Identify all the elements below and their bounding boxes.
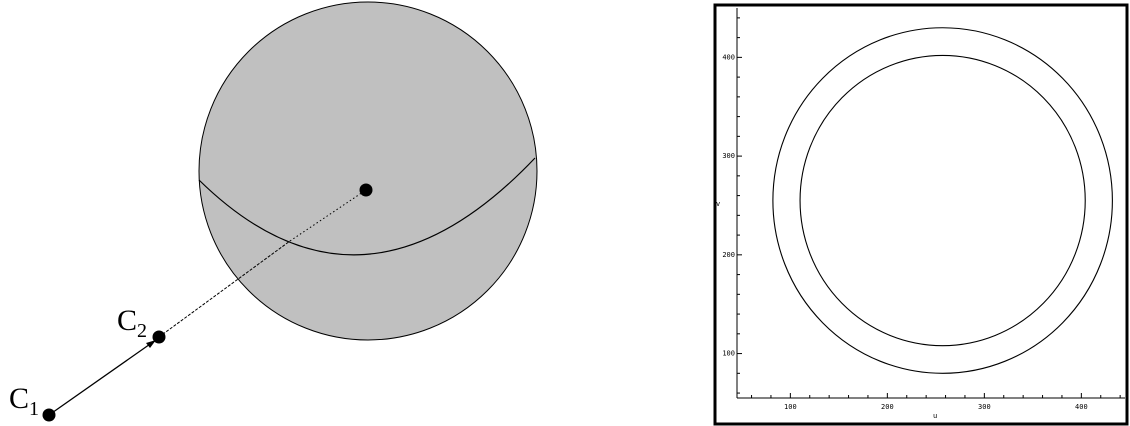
label-c2-letter: C <box>117 304 137 337</box>
sphere-center-point <box>359 183 373 197</box>
x-tick-label: 400 <box>1075 403 1088 411</box>
y-axis-label: v <box>716 200 720 208</box>
uv-plot: 100 200 300 400 100 200 300 400 u v <box>713 3 1129 426</box>
sphere-diagram: C1 C2 <box>9 1 538 422</box>
x-tick-label: 100 <box>784 403 797 411</box>
ray-dashed-outside <box>158 240 291 338</box>
label-c1-letter: C <box>9 382 29 415</box>
y-tick-label: 300 <box>722 152 735 160</box>
y-tick-label: 100 <box>722 350 735 358</box>
y-tick-label: 200 <box>722 251 735 259</box>
label-c1: C1 <box>9 382 39 420</box>
x-tick-label: 200 <box>881 403 894 411</box>
label-c2-subscript: 2 <box>137 320 147 342</box>
x-axis-label: u <box>933 412 937 420</box>
point-c1 <box>42 408 56 422</box>
label-c2: C2 <box>117 304 147 342</box>
sphere <box>198 1 538 341</box>
ray-dotted-inside <box>289 189 367 242</box>
series-layer <box>772 27 1113 374</box>
y-tick-labels: 100 200 300 400 <box>722 53 735 357</box>
outer-circle <box>772 27 1113 374</box>
label-c1-subscript: 1 <box>29 398 39 420</box>
x-tick-label: 300 <box>978 403 991 411</box>
y-ticks <box>737 17 742 394</box>
ray-arrow-c1-c2 <box>48 341 154 416</box>
x-tick-labels: 100 200 300 400 <box>784 403 1088 411</box>
arrowhead <box>146 340 156 348</box>
sphere-equator-arc <box>198 157 536 256</box>
x-ticks <box>751 393 1121 398</box>
plot-frame <box>713 3 1129 426</box>
y-tick-label: 400 <box>722 53 735 61</box>
point-c2 <box>152 330 166 344</box>
inner-circle <box>799 54 1086 347</box>
